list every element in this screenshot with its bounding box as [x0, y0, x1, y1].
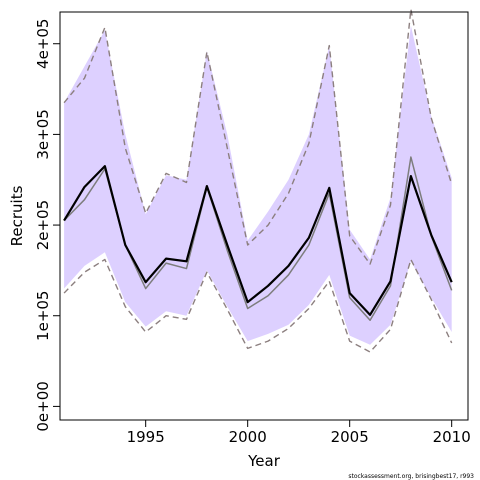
x-tick-label: 2005 — [331, 428, 369, 446]
x-axis-title: Year — [247, 452, 281, 470]
series-lines — [63, 8, 453, 353]
y-tick-label: 2e+05 — [34, 200, 52, 250]
x-tick-label: 2010 — [433, 428, 471, 446]
series-line-dashed-upper — [63, 8, 453, 265]
y-tick-label: 0e+00 — [34, 381, 52, 431]
x-axis: 1995 2000 2005 2010 — [127, 420, 471, 446]
series-line-black-line — [63, 165, 453, 316]
confidence-band — [64, 25, 452, 345]
y-tick-label: 1e+05 — [34, 291, 52, 341]
y-tick-label: 4e+05 — [34, 19, 52, 69]
y-tick-label: 3e+05 — [34, 109, 52, 159]
y-axis-title: Recruits — [8, 185, 26, 246]
footnote: stockassessment.org, brisingbest17, r993 — [348, 473, 474, 480]
series-line-dashed-lower — [63, 258, 453, 353]
x-tick-label: 2000 — [229, 428, 267, 446]
confidence-band-area — [64, 25, 452, 345]
plot-frame — [59, 11, 469, 421]
y-axis: 0e+00 1e+05 2e+05 3e+05 4e+05 — [34, 19, 60, 432]
x-tick-label: 1995 — [127, 428, 165, 446]
